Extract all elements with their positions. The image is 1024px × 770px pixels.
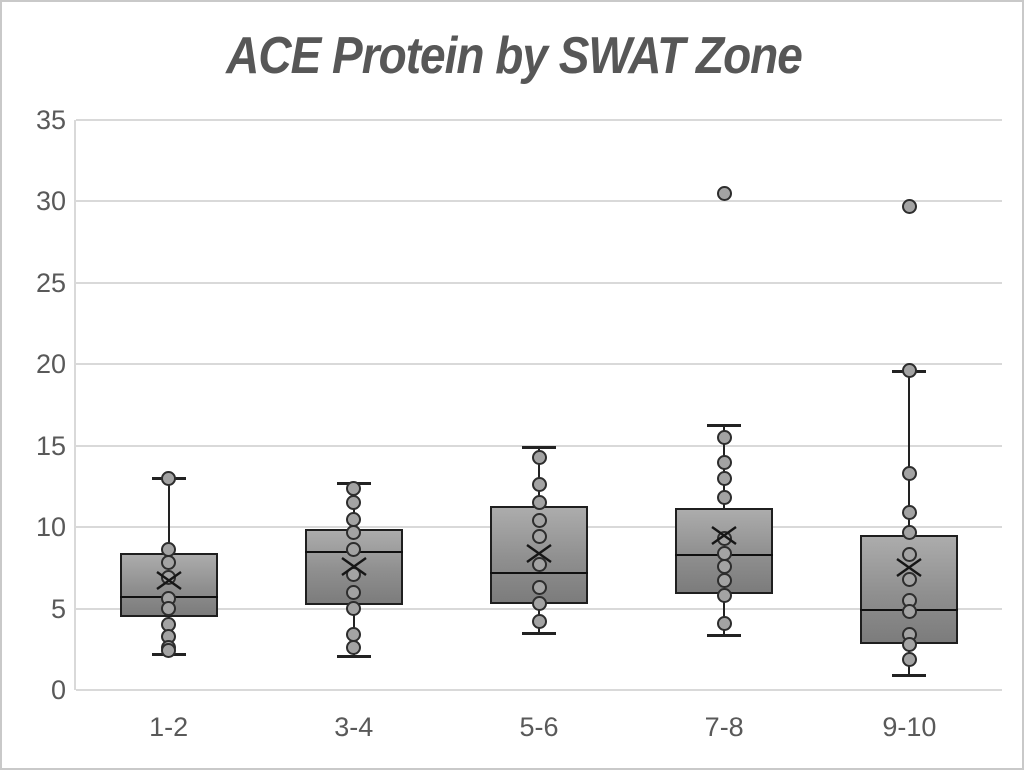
data-point-dot	[346, 480, 362, 496]
gridline	[76, 119, 1002, 121]
mean-x-marker	[896, 558, 923, 578]
data-point-dot	[716, 430, 732, 446]
gridline	[76, 281, 1002, 284]
data-point-dot	[716, 588, 732, 604]
data-point-dot	[161, 470, 177, 486]
data-point-dot	[531, 579, 547, 595]
y-axis-tick-label: 20	[35, 349, 66, 380]
data-point-dot	[531, 614, 547, 630]
mean-x-marker	[155, 571, 182, 591]
x-axis-label: 5-6	[519, 712, 559, 742]
data-point-dot	[901, 571, 917, 587]
data-point-dot	[531, 495, 547, 511]
mean-x-marker	[711, 525, 737, 545]
data-point-dot	[161, 643, 177, 659]
data-point-dot	[161, 601, 177, 617]
data-point-dot	[346, 601, 362, 617]
chart-title: ACE Protein by SWAT Zone	[226, 25, 803, 85]
y-axis-tick-label: 0	[50, 675, 66, 705]
data-point-dot	[346, 524, 362, 540]
y-axis-tick-label: 5	[50, 593, 66, 624]
gridline	[76, 689, 1002, 691]
data-point-dot	[716, 185, 732, 201]
data-point-dot	[901, 547, 917, 563]
data-point-dot	[531, 557, 547, 573]
data-point-dot	[901, 651, 917, 667]
data-point-dot	[716, 470, 732, 486]
whisker-cap-top	[707, 423, 742, 427]
gridline	[76, 363, 1002, 366]
gridline	[76, 444, 1002, 447]
data-point-dot	[346, 542, 362, 558]
whisker-cap-top	[522, 446, 556, 450]
whisker-cap-bottom	[522, 632, 556, 635]
data-point-dot	[531, 596, 547, 612]
data-point-dot	[901, 198, 917, 214]
data-point-dot	[716, 573, 732, 589]
data-point-dot	[716, 454, 732, 470]
whisker-cap-bottom	[336, 654, 371, 658]
plot-area: 0 5 10 15 20 25 30 35 1-2 3-4 5-6 7-8 9-10	[36, 105, 1002, 742]
x-axis-label: 7-8	[704, 712, 744, 742]
data-point-dot	[716, 558, 732, 574]
whisker-cap-bottom	[892, 674, 927, 678]
x-axis-label: 3-4	[334, 712, 374, 742]
x-axis-label: 1-2	[149, 712, 189, 742]
data-point-dot	[346, 495, 362, 511]
y-axis-tick-label: 10	[35, 512, 66, 543]
data-point-dot	[901, 524, 917, 540]
mean-x-marker	[526, 543, 552, 563]
data-point-dot	[531, 529, 547, 545]
y-axis-tick-label: 25	[35, 267, 66, 298]
data-point-dot	[716, 615, 732, 631]
mean-x-marker	[341, 556, 367, 576]
data-point-dot	[531, 477, 547, 493]
whisker-cap-bottom	[707, 633, 742, 637]
data-point-dot	[716, 490, 732, 506]
gridline	[76, 200, 1002, 203]
x-axis-label: 9-10	[882, 712, 937, 742]
data-point-dot	[161, 555, 177, 571]
data-point-dot	[901, 504, 917, 520]
data-point-dot	[531, 449, 547, 465]
data-point-dot	[901, 465, 917, 481]
data-point-dot	[346, 584, 362, 600]
data-point-dot	[901, 604, 917, 620]
y-axis-tick-label: 30	[35, 186, 66, 217]
y-axis-tick-label: 15	[35, 430, 66, 461]
data-point-dot	[901, 636, 917, 652]
median-line	[490, 571, 588, 574]
whisker-line	[908, 370, 911, 676]
y-axis-tick-label: 35	[35, 105, 66, 135]
data-point-dot	[346, 566, 362, 582]
data-point-dot	[901, 363, 917, 379]
data-point-dot	[531, 513, 547, 529]
data-point-dot	[346, 640, 362, 656]
